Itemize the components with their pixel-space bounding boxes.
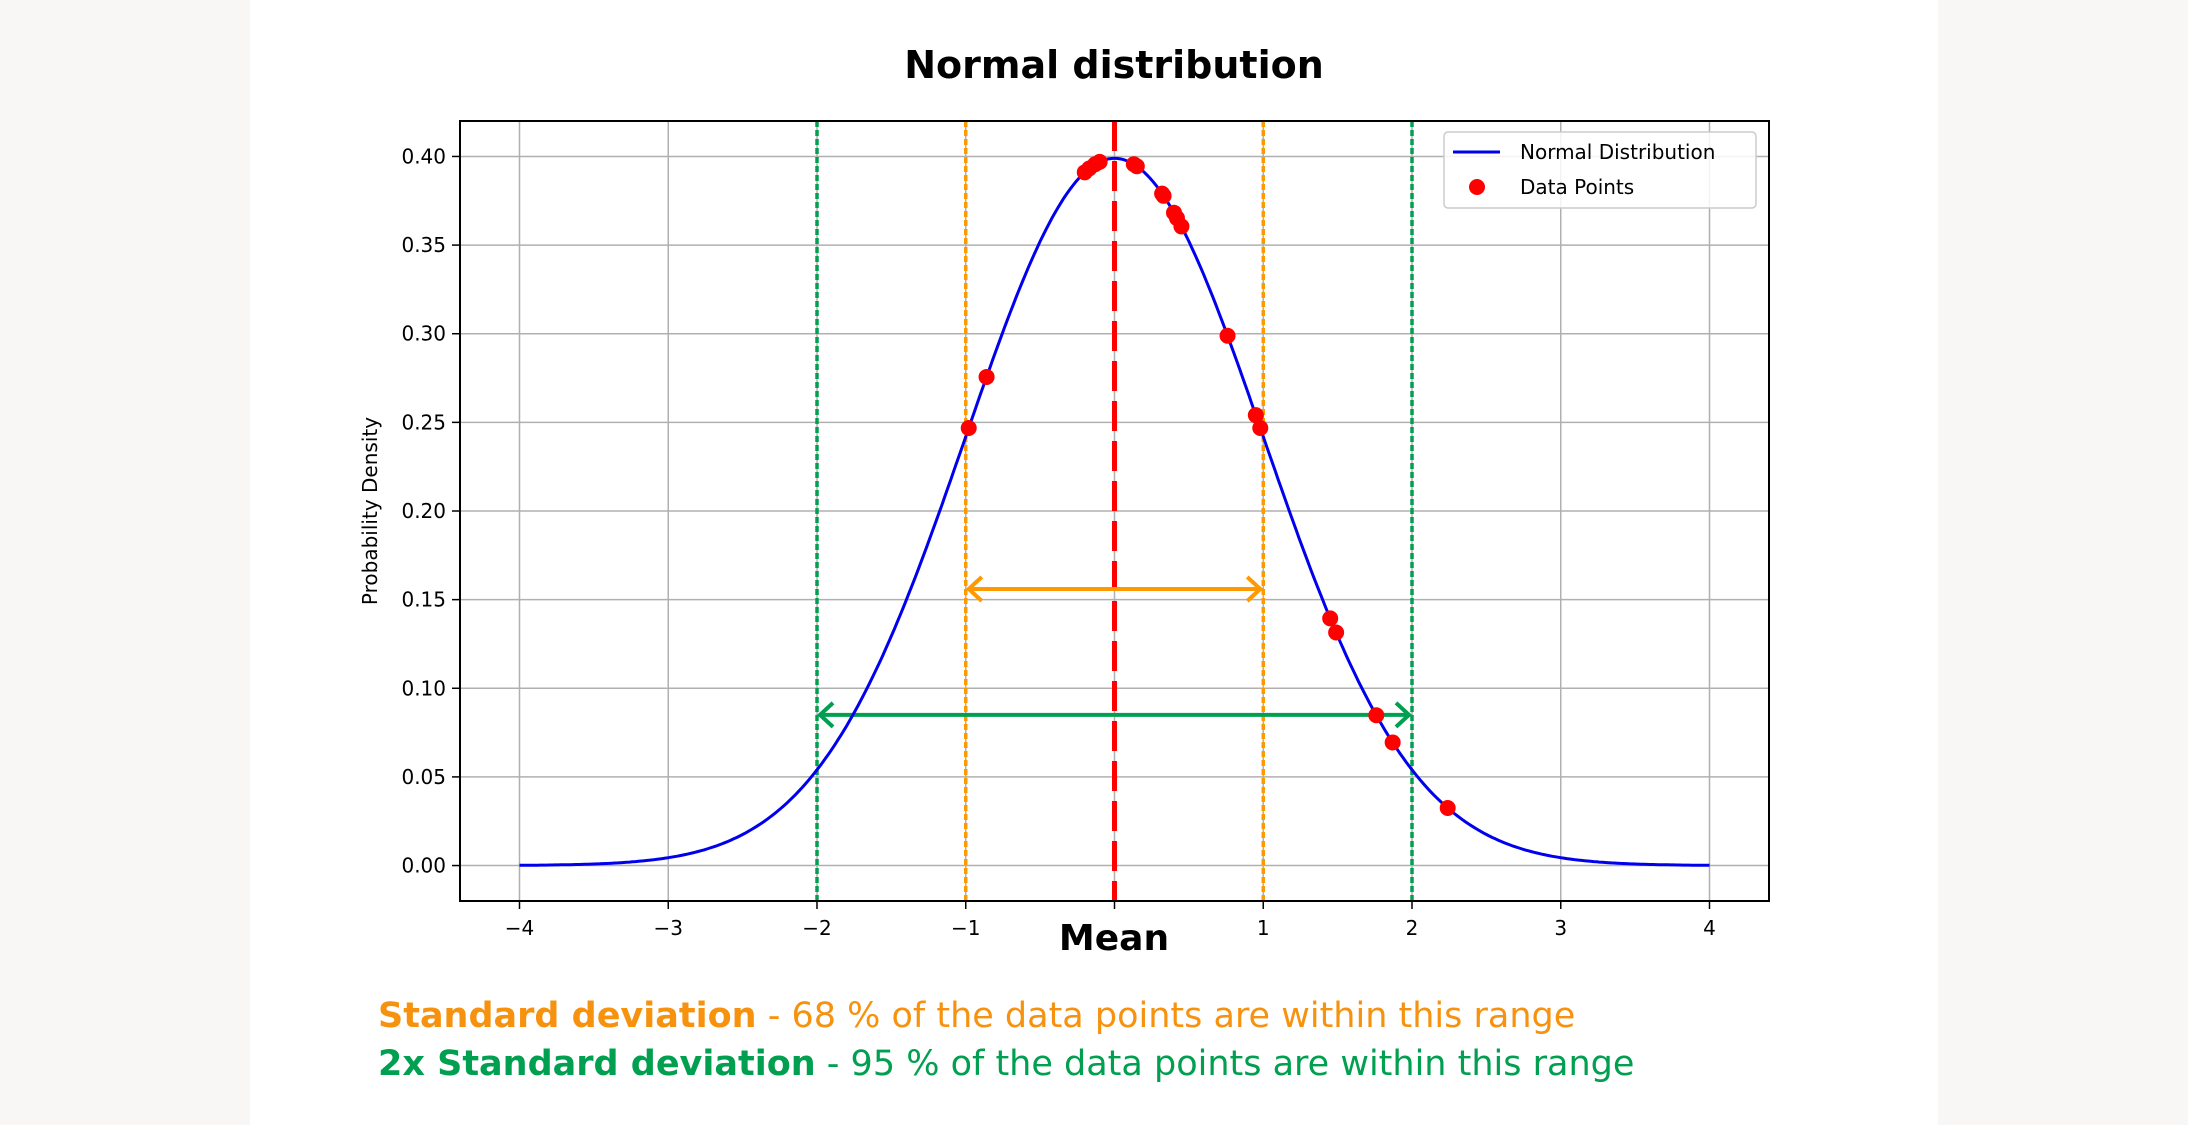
data-point (1439, 800, 1456, 817)
y-axis-label: Probability Density (358, 417, 382, 605)
legend-label-curve: Normal Distribution (1520, 140, 1715, 164)
x-tick-label: 3 (1554, 916, 1567, 940)
data-point (1322, 610, 1339, 627)
x-tick-label: −1 (951, 916, 980, 940)
data-point (1219, 327, 1236, 344)
data-point (1155, 187, 1172, 204)
x-tick-label: 2 (1406, 916, 1419, 940)
legend: Normal Distribution Data Points (1443, 131, 1757, 209)
y-tick-label: 0.40 (401, 144, 446, 168)
y-tick-label: 0.25 (401, 410, 446, 434)
data-point (1328, 624, 1345, 641)
caption-std: Standard deviation - 68 % of the data po… (378, 996, 1575, 1036)
data-point (1247, 407, 1264, 424)
data-point (1252, 420, 1269, 437)
data-point (960, 420, 977, 437)
data-point (978, 368, 995, 385)
y-tick-label: 0.20 (401, 499, 446, 523)
x-tick-label: 1 (1257, 916, 1270, 940)
data-point (1128, 158, 1145, 175)
x-tick-label: −4 (505, 916, 534, 940)
y-tick-label: 0.00 (401, 854, 446, 878)
caption-std-text: - 68 % of the data points are within thi… (756, 996, 1576, 1036)
x-axis-label: Mean (1059, 918, 1169, 959)
legend-point-swatch (1469, 179, 1485, 195)
std2-range-arrow-head-left (817, 701, 835, 729)
caption-std2: 2x Standard deviation - 95 % of the data… (378, 1044, 1634, 1084)
y-tick-label: 0.30 (401, 322, 446, 346)
x-tick-label: 4 (1703, 916, 1716, 940)
std2-range-arrow-head-right (1394, 701, 1412, 729)
legend-label-points: Data Points (1520, 175, 1634, 199)
data-point (1384, 734, 1401, 751)
std-range-arrow-head-left (965, 575, 984, 603)
x-tick-label: −3 (654, 916, 683, 940)
y-tick-label: 0.10 (401, 676, 446, 700)
x-tick-label: −2 (802, 916, 831, 940)
caption-std2-bold: 2x Standard deviation (378, 1044, 816, 1084)
std-range-arrow-head-right (1245, 575, 1264, 603)
y-tick-label: 0.15 (401, 588, 446, 612)
y-tick-label: 0.05 (401, 765, 446, 789)
caption-std-bold: Standard deviation (378, 996, 757, 1036)
data-point (1368, 707, 1385, 724)
chart-title: Normal distribution (904, 43, 1324, 87)
normal-distribution-curve (519, 156, 1710, 867)
y-tick-label: 0.35 (401, 233, 446, 257)
data-point (1091, 153, 1108, 170)
caption-std2-text: - 95 % of the data points are within thi… (815, 1044, 1635, 1084)
data-point (1173, 218, 1190, 235)
